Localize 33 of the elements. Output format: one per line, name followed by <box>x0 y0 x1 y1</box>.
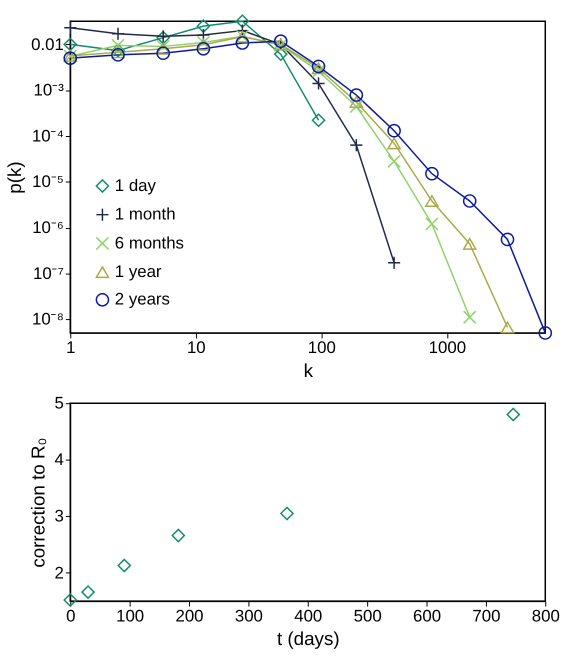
x-tick-label: 300 <box>234 606 263 626</box>
y-tick-label: 0.01 <box>31 34 64 54</box>
y-tick-label: 10⁻⁴ <box>32 126 64 146</box>
y-tick-label: 10⁻⁶ <box>32 218 64 237</box>
x-tick-label: 400 <box>294 606 322 626</box>
y-tick-label: 10⁻⁸ <box>32 310 64 329</box>
y-tick-label: 10⁻⁵ <box>32 172 64 192</box>
y-tick-label: 10⁻⁷ <box>33 264 64 283</box>
x-tick-label: 500 <box>354 606 382 626</box>
x-tick-label: 600 <box>412 606 442 626</box>
x-axis-title: t (days) <box>276 628 340 650</box>
y-tick-label: 5 <box>54 394 64 413</box>
x-tick-label: 200 <box>175 606 204 626</box>
legend-label: 1 day <box>114 176 157 195</box>
y-tick-label: 2 <box>54 563 64 582</box>
legend-label: 2 years <box>114 290 170 309</box>
legend-label: 1 month <box>114 204 176 224</box>
y-tick-label: 3 <box>54 506 64 526</box>
x-axis-title: k <box>304 360 314 381</box>
legend-label: 1 year <box>114 262 162 282</box>
x-tick-label: 10 <box>186 338 206 358</box>
x-tick-label: 100 <box>308 338 336 358</box>
x-tick-label: 100 <box>116 606 144 626</box>
x-tick-label: 1 <box>66 338 76 358</box>
y-tick-label: 10⁻³ <box>34 80 64 100</box>
x-tick-label: 700 <box>472 606 500 626</box>
y-axis-title: p(k) <box>4 161 26 194</box>
y-axis-title: correction to R₀ <box>28 438 49 568</box>
y-tick-label: 4 <box>54 450 64 470</box>
x-tick-label: 1000 <box>428 338 466 358</box>
x-tick-label: 800 <box>532 606 560 626</box>
x-tick-label: 0 <box>66 606 76 626</box>
legend-label: 6 months <box>114 233 184 252</box>
